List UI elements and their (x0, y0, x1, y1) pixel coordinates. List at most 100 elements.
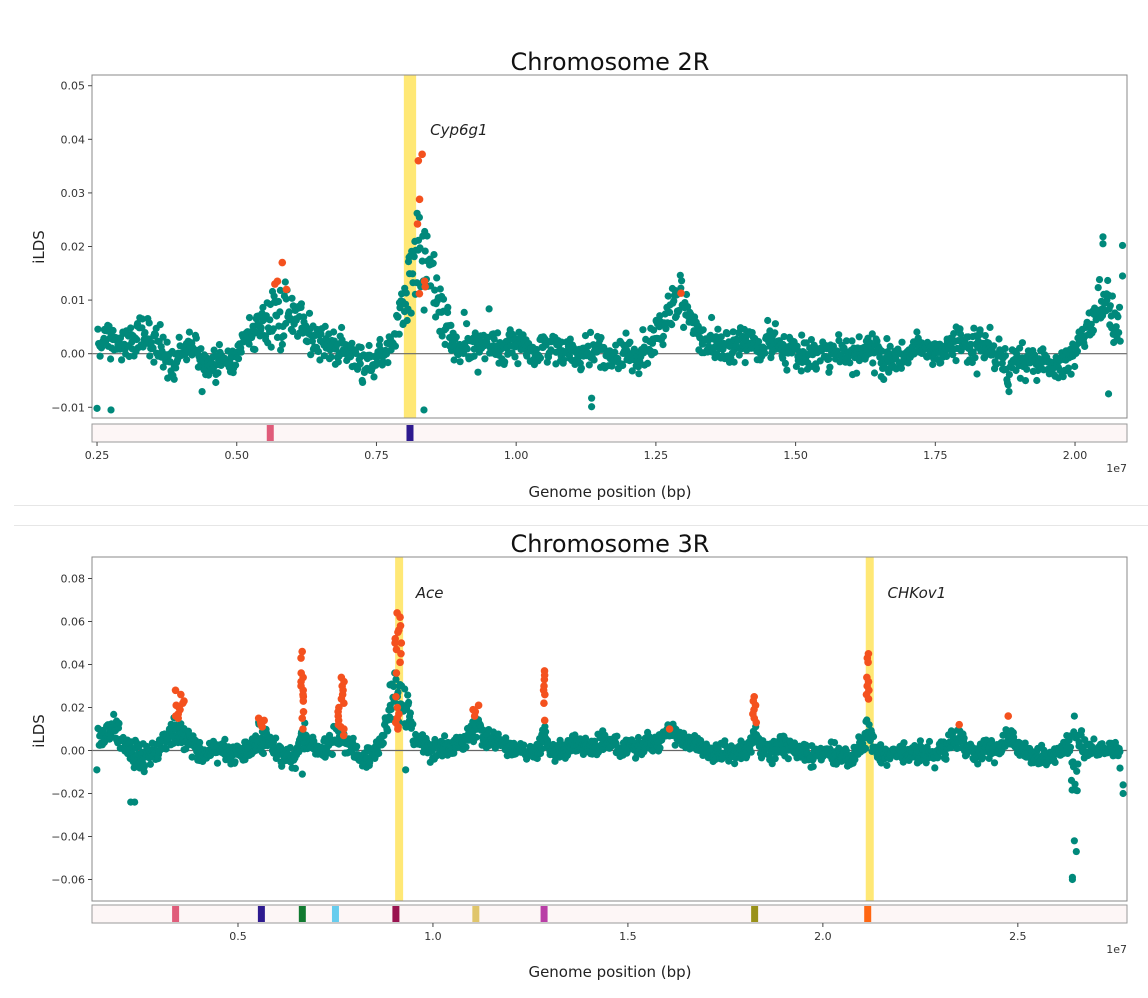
significant-point (174, 714, 182, 723)
data-point (1095, 276, 1104, 284)
data-point (825, 355, 833, 363)
data-point (490, 335, 498, 343)
data-point (423, 232, 431, 240)
data-point (675, 306, 683, 315)
significant-point (396, 658, 404, 667)
data-point (1016, 344, 1024, 352)
x-tick-label: 2.0 (814, 930, 832, 943)
data-point (990, 342, 998, 350)
significant-point (392, 669, 401, 677)
data-point (998, 359, 1006, 367)
data-point (415, 213, 423, 221)
data-point (133, 335, 141, 344)
data-point (761, 349, 769, 357)
significant-point (257, 720, 265, 729)
data-point (338, 323, 346, 332)
significant-point (394, 725, 402, 733)
data-point (714, 325, 722, 333)
data-point (110, 710, 118, 719)
data-point (1018, 339, 1026, 347)
data-point (197, 345, 205, 353)
data-point (214, 369, 222, 377)
data-point (1115, 329, 1123, 337)
data-point (680, 729, 688, 737)
data-point (729, 328, 737, 336)
data-point (566, 335, 574, 343)
significant-point (418, 150, 426, 159)
data-point (93, 404, 101, 412)
gene-track-marker (266, 425, 274, 441)
data-point (976, 326, 984, 334)
gene-annotation-label: Ace (415, 584, 444, 602)
data-point (662, 325, 670, 333)
x-axis-label: Genome position (bp) (528, 963, 691, 981)
data-point (302, 732, 311, 740)
data-point (802, 339, 810, 347)
data-point (436, 285, 444, 293)
data-point (438, 752, 446, 760)
data-point (650, 326, 658, 334)
data-point (597, 334, 605, 342)
significant-point (394, 628, 402, 637)
data-point (156, 321, 164, 329)
data-point (441, 732, 449, 740)
data-point (1071, 780, 1079, 788)
significant-point (299, 697, 308, 705)
data-point (886, 342, 894, 350)
data-point (577, 364, 586, 372)
data-point (270, 292, 278, 300)
data-point (868, 330, 876, 338)
y-tick-label: 0.04 (61, 133, 86, 146)
data-point (444, 308, 452, 317)
data-point (870, 369, 879, 377)
data-point (131, 798, 139, 806)
data-point (699, 326, 707, 334)
data-point (327, 353, 335, 361)
data-point (626, 338, 634, 346)
data-point (1033, 376, 1041, 385)
data-point (1119, 781, 1127, 789)
x-axis-label: Genome position (bp) (528, 483, 691, 501)
data-point (402, 289, 410, 297)
data-point (1104, 390, 1113, 398)
data-point (835, 331, 843, 339)
significant-point (414, 156, 423, 165)
significant-point (393, 703, 402, 712)
data-point (644, 359, 652, 367)
data-point (1005, 371, 1014, 379)
x-offset-label: 1e7 (1106, 943, 1127, 956)
gene-annotation-label: CHKov1 (888, 584, 947, 602)
data-point (185, 328, 193, 336)
data-point (328, 750, 336, 759)
data-point (285, 308, 293, 316)
data-point (783, 366, 791, 374)
data-point (145, 319, 153, 327)
data-point (913, 328, 921, 336)
data-point (536, 354, 545, 362)
significant-point (298, 647, 306, 656)
data-point (883, 761, 891, 770)
significant-point (752, 718, 761, 727)
data-point (639, 326, 647, 334)
data-point (357, 343, 365, 352)
data-point (558, 338, 566, 346)
data-point (942, 352, 951, 360)
data-point (433, 274, 441, 282)
data-point (439, 295, 448, 303)
significant-point (392, 692, 400, 701)
data-point (231, 758, 239, 766)
data-point (259, 303, 267, 312)
data-point (314, 347, 323, 356)
data-point (771, 320, 780, 328)
data-point (1004, 381, 1012, 389)
data-point (94, 325, 102, 333)
data-point (420, 306, 428, 314)
data-point (1070, 712, 1078, 720)
data-point (979, 754, 987, 762)
x-tick-label: 0.50 (224, 449, 249, 462)
data-point (1051, 758, 1059, 767)
y-tick-label: 0.05 (61, 80, 86, 93)
data-point (277, 346, 285, 354)
data-point (613, 732, 621, 740)
significant-point (474, 701, 483, 710)
